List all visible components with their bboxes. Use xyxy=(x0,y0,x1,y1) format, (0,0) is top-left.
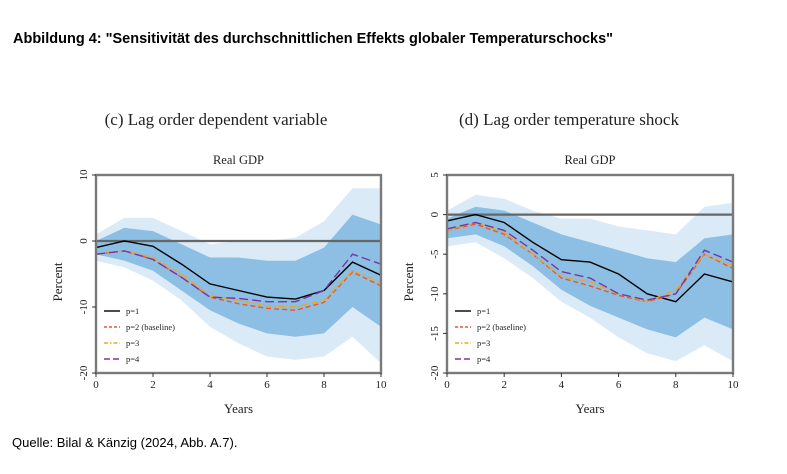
y-tick-label: -20 xyxy=(429,365,441,380)
legend-label-p3: p=3 xyxy=(477,338,490,348)
y-tick-label: 5 xyxy=(429,172,441,178)
series-line-p3 xyxy=(95,250,382,308)
y-tick-label: -10 xyxy=(78,299,90,314)
legend-label-p4: p=4 xyxy=(477,354,491,364)
plot-frame xyxy=(94,173,383,375)
x-tick-label: 4 xyxy=(559,379,565,391)
figure-heading: Abbildung 4: "Sensitivität des durchschn… xyxy=(13,31,614,47)
x-tick-label: 10 xyxy=(728,379,740,391)
y-tick-label: 10 xyxy=(78,169,90,181)
y-tick-label: -5 xyxy=(429,249,441,259)
x-tick-label: 6 xyxy=(616,379,622,391)
chart-title: Real GDP xyxy=(213,153,264,167)
panel-title: (d) Lag order temperature shock xyxy=(459,110,679,129)
series-line-p3 xyxy=(446,221,734,303)
y-tick-label: -10 xyxy=(429,286,441,301)
y-axis-label: Percent xyxy=(50,262,65,301)
x-tick-label: 2 xyxy=(150,379,156,391)
x-tick-label: 2 xyxy=(501,379,507,391)
panel-title: (c) Lag order dependent variable xyxy=(105,110,328,129)
legend-label-p2: p=2 (baseline) xyxy=(477,322,526,332)
legend-label-p1: p=1 xyxy=(477,306,490,316)
x-axis-label: Years xyxy=(224,401,253,416)
chart-panel-c: (c) Lag order dependent variable Real GDP… xyxy=(50,110,387,416)
x-tick-label: 8 xyxy=(321,379,327,391)
series-line-p1 xyxy=(446,213,734,303)
y-tick-label: -15 xyxy=(429,326,441,341)
legend-label-p4: p=4 xyxy=(126,354,140,364)
x-axis-label: Years xyxy=(575,401,604,416)
y-tick-label: 0 xyxy=(78,238,90,244)
series-line-p4 xyxy=(446,221,734,301)
legend-label-p3: p=3 xyxy=(126,338,139,348)
x-tick-label: 4 xyxy=(207,379,213,391)
chart-panel-d: (d) Lag order temperature shock Real GDP 0… xyxy=(401,110,739,416)
plot-frame xyxy=(445,173,735,375)
x-tick-label: 0 xyxy=(444,379,450,391)
figure-source: Quelle: Bilal & Känzig (2024, Abb. A.7). xyxy=(12,435,238,450)
series-line-p1 xyxy=(95,240,382,300)
x-tick-label: 10 xyxy=(376,379,388,391)
confidence-band-inner xyxy=(447,206,733,338)
legend-label-p1: p=1 xyxy=(126,306,139,316)
y-tick-label: -20 xyxy=(78,365,90,380)
x-tick-label: 8 xyxy=(673,379,679,391)
series-line-p2 xyxy=(95,250,382,312)
x-tick-label: 6 xyxy=(264,379,270,391)
y-axis-label: Percent xyxy=(401,262,416,301)
series-line-p2 xyxy=(446,223,734,303)
chart-title: Real GDP xyxy=(564,153,615,167)
x-tick-label: 0 xyxy=(93,379,99,391)
y-tick-label: 0 xyxy=(429,211,441,217)
legend-label-p2: p=2 (baseline) xyxy=(126,322,175,332)
